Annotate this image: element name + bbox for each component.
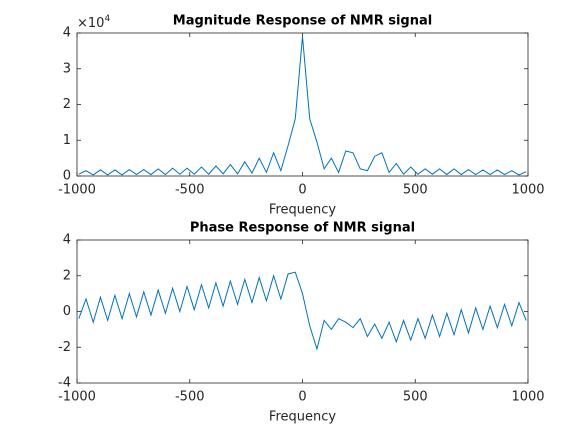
y-tick-label: 2 — [63, 97, 71, 112]
y-tick-label: 2 — [63, 268, 71, 283]
x-tick-label: -1000 — [58, 390, 96, 405]
x-axis-label: Frequency — [269, 410, 336, 425]
x-tick-label: -500 — [175, 390, 205, 405]
x-tick-label: 500 — [403, 390, 428, 405]
y-tick-label: 3 — [63, 61, 71, 76]
y-tick-label: 0 — [63, 304, 71, 319]
multiplier-exponent: 4 — [104, 14, 110, 24]
chart-title: Phase Response of NMR signal — [190, 221, 415, 236]
data-line — [78, 36, 527, 176]
y-tick-label: 4 — [63, 233, 71, 248]
y-multiplier: ×104 — [77, 14, 110, 31]
x-tick-label: 1000 — [511, 183, 544, 198]
y-tick-label: 0 — [63, 169, 71, 184]
y-tick-label: -2 — [58, 340, 71, 355]
x-tick-label: 0 — [298, 183, 306, 198]
x-tick-label: 0 — [298, 390, 306, 405]
axes-box — [76, 32, 529, 177]
data-line — [78, 271, 527, 351]
x-tick-label: 1000 — [511, 390, 544, 405]
chart-title: Magnitude Response of NMR signal — [173, 14, 432, 29]
x-axis-label: Frequency — [269, 203, 336, 218]
y-tick-label: 1 — [63, 133, 71, 148]
multiplier-base: ×10 — [77, 16, 104, 31]
y-tick-label: -4 — [58, 376, 71, 391]
x-tick-label: -1000 — [58, 183, 96, 198]
x-tick-label: 500 — [403, 183, 428, 198]
y-tick-label: 4 — [63, 26, 71, 41]
x-tick-label: -500 — [175, 183, 205, 198]
